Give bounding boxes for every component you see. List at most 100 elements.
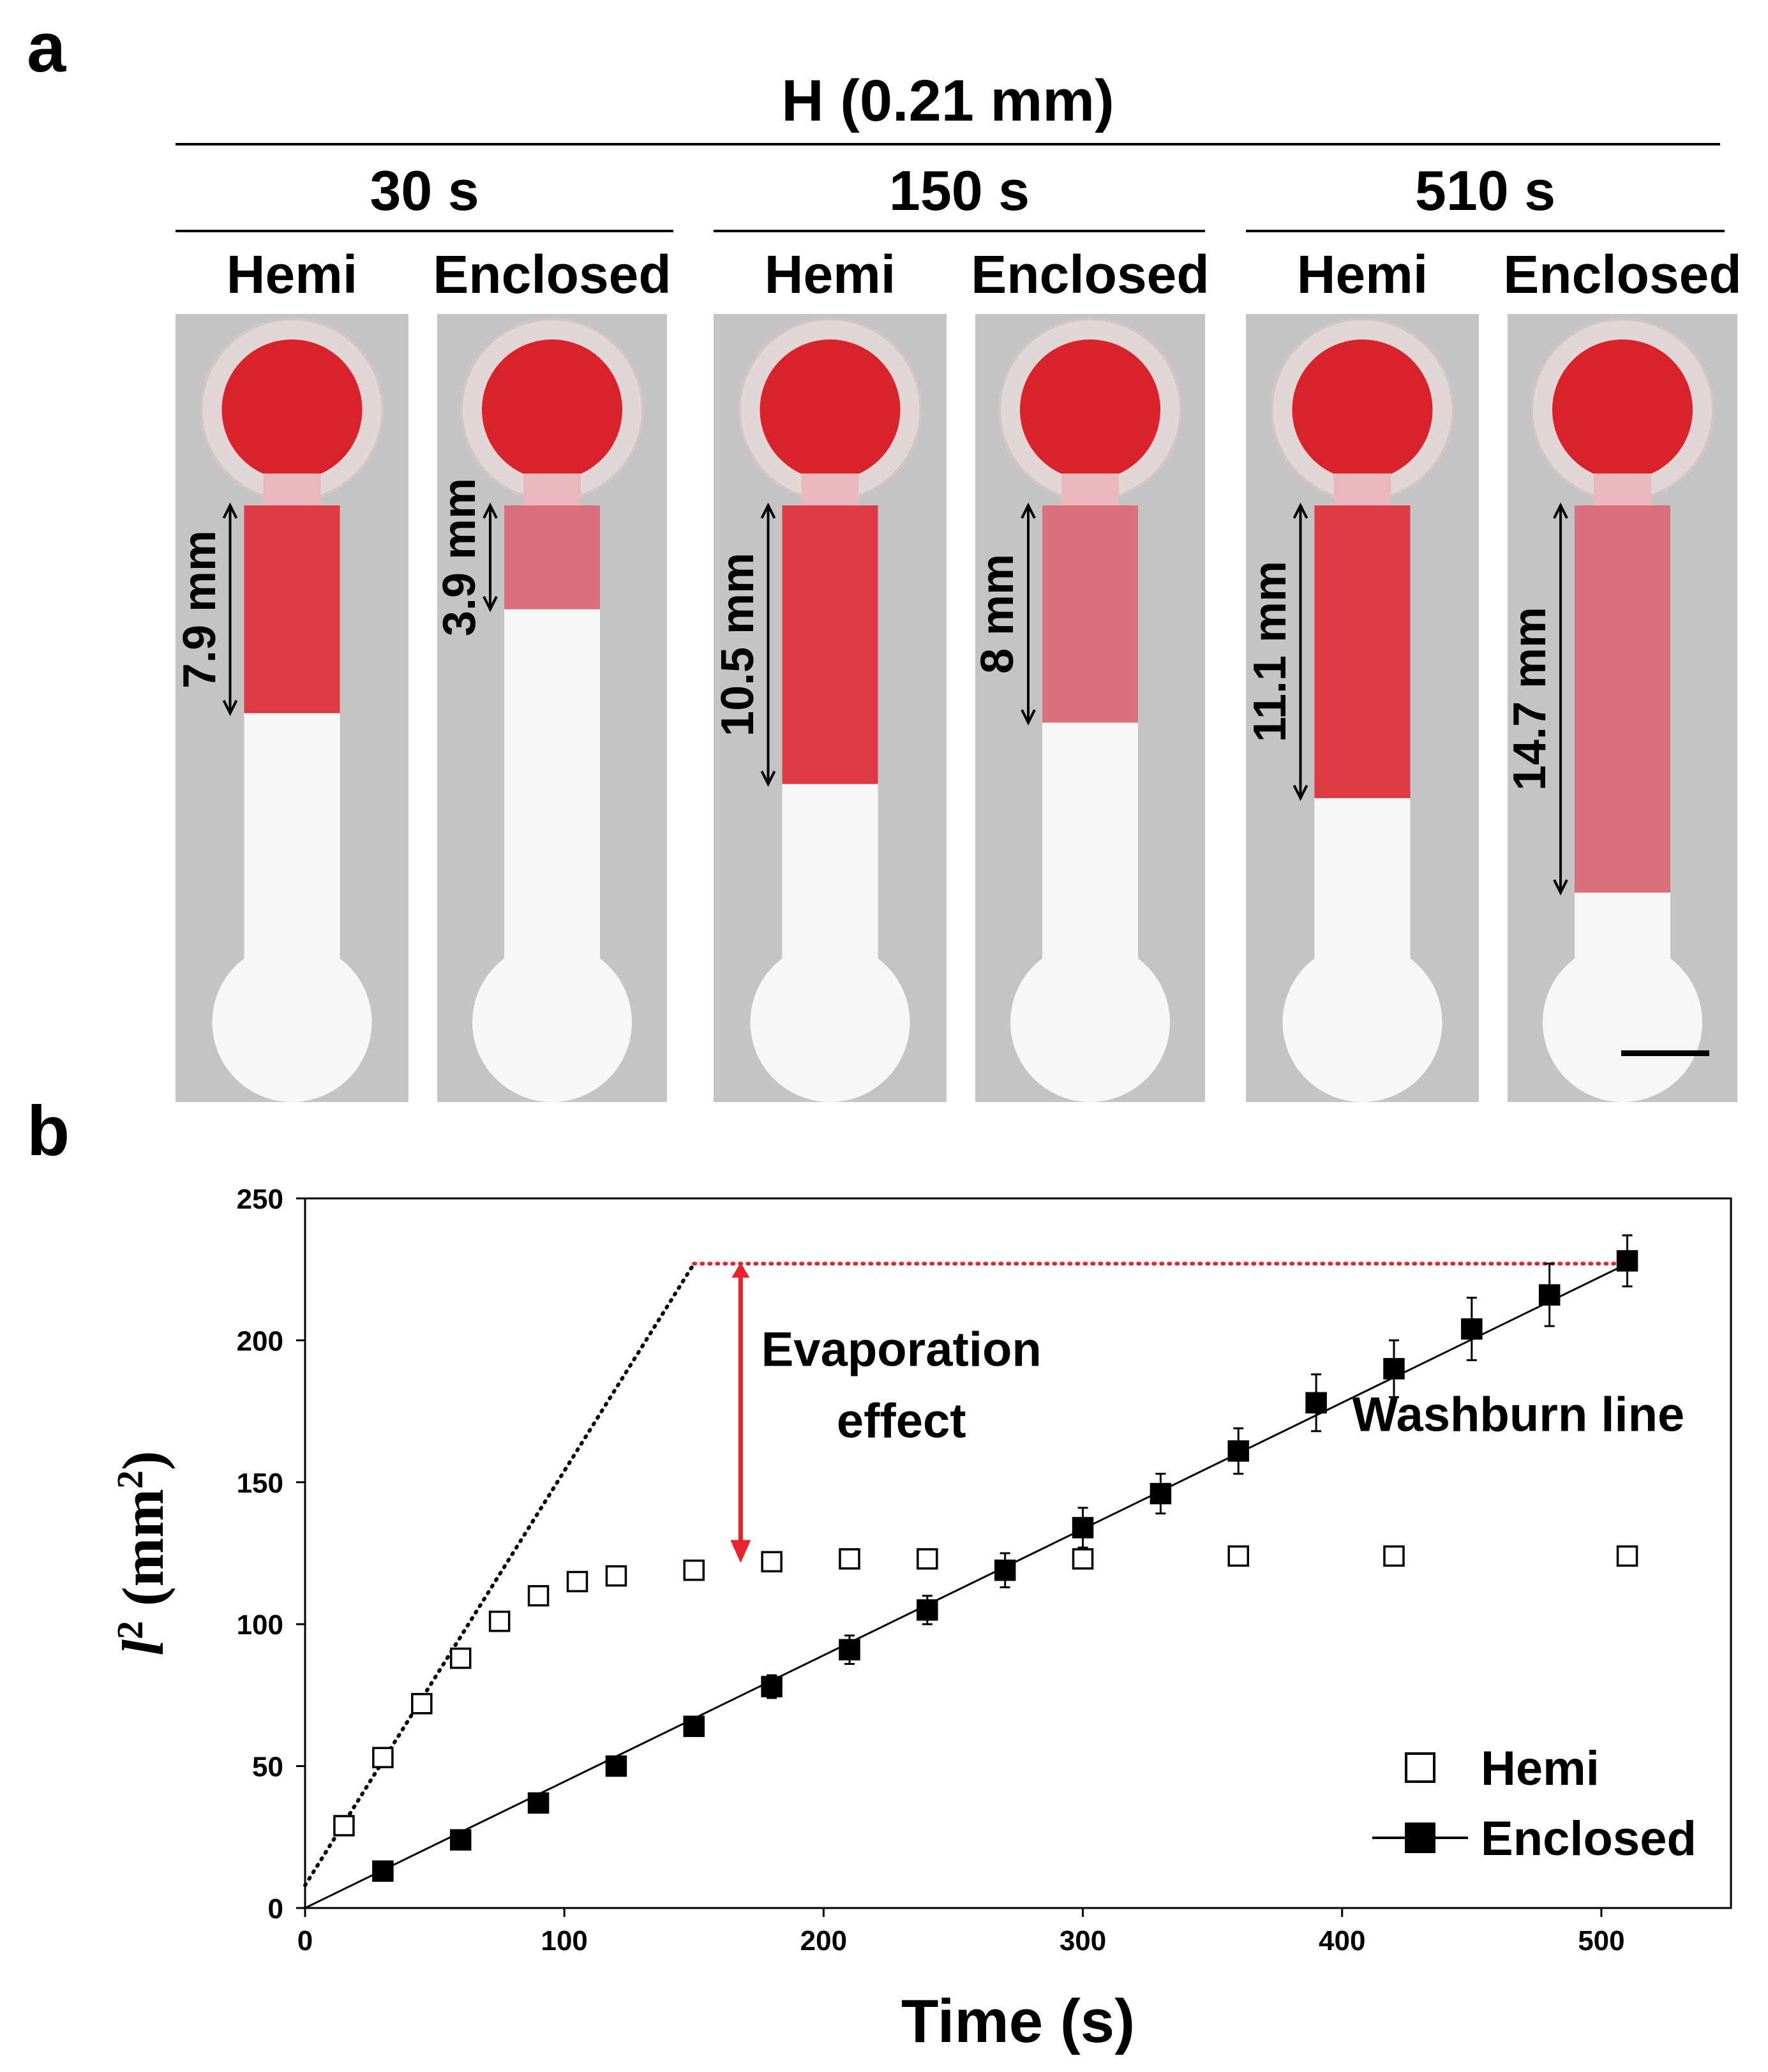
y-tick-label: 100 [237, 1609, 283, 1641]
wicking-front [1042, 505, 1138, 723]
absorbent-pad [1282, 943, 1442, 1102]
hemi-point [1383, 1545, 1405, 1567]
hemi-point [1616, 1545, 1638, 1567]
hemi-point [683, 1559, 705, 1581]
y-label-variable: l [110, 1639, 176, 1656]
hemi-point [1072, 1548, 1094, 1570]
hemi-point [917, 1548, 938, 1570]
length-measure: 3.9 mm [434, 478, 485, 637]
hemi-point [411, 1692, 433, 1715]
enclosed-point [1461, 1318, 1483, 1340]
hemi-point [761, 1551, 783, 1573]
reservoir-neck [523, 473, 581, 509]
enclosed-point [372, 1860, 394, 1882]
hemi-point [527, 1584, 550, 1607]
absorbent-pad [212, 943, 372, 1102]
y-label-unit-close: ) [110, 1450, 176, 1470]
time-label: 30 s [370, 159, 479, 222]
measure-arrow-bottom [483, 595, 498, 613]
measure-arrow-bottom [1021, 709, 1036, 726]
chart: 0 100 200 300 400 500 0 50 100 150 200 250 Time (s) l… [109, 1184, 1732, 2055]
enclosed-point [994, 1559, 1016, 1581]
y-tick-label: 0 [268, 1893, 283, 1925]
time-label: 150 s [888, 159, 1030, 222]
enclosed-point [683, 1715, 705, 1738]
wicking-front [1314, 505, 1411, 798]
evaporation-arrow-head-top [731, 1262, 750, 1278]
y-tick-label: 150 [237, 1468, 283, 1499]
time-rule [1246, 230, 1725, 232]
hemi-point [839, 1548, 860, 1570]
hemi-point [566, 1570, 588, 1593]
reservoir-liquid [1020, 339, 1160, 480]
y-tick-label: 200 [237, 1325, 283, 1357]
enclosed-point [1227, 1440, 1250, 1462]
enclosed-point [527, 1792, 550, 1814]
hemi-point [372, 1747, 394, 1769]
absorbent-pad [1010, 943, 1170, 1102]
strip-label: Hemi [764, 244, 896, 304]
y-label-unit: (mm [110, 1489, 176, 1621]
measure-arrow-top [1292, 502, 1308, 519]
length-measure: 14.7 mm [1504, 607, 1555, 791]
plot-frame [304, 1197, 1732, 1909]
hemi-point [333, 1815, 355, 1837]
panel-a-label: a [27, 8, 66, 87]
enclosed-point [1383, 1358, 1405, 1380]
x-tick-label: 0 [297, 1925, 313, 1956]
reservoir-liquid [1552, 339, 1693, 480]
wicking-front [782, 505, 878, 784]
measure-arrow-top [222, 502, 238, 519]
strip-label: Hemi [1296, 244, 1428, 304]
reservoir-neck [1061, 473, 1119, 509]
y-tick-label: 50 [252, 1752, 283, 1783]
annotation-washburn: Washburn line [1352, 1388, 1685, 1442]
strip-label: Enclosed [433, 244, 671, 304]
measure-arrow-top [1021, 502, 1036, 519]
time-label: 510 s [1414, 159, 1556, 222]
legend-label-0: Hemi [1481, 1741, 1599, 1796]
y-label-unit-exponent: 2 [109, 1470, 151, 1489]
channel-strip [1508, 314, 1737, 1102]
enclosed-point [605, 1755, 627, 1777]
x-axis-label: Time (s) [901, 1987, 1135, 2055]
header-rule [176, 143, 1720, 145]
x-tick-label: 400 [1319, 1925, 1365, 1956]
reservoir-neck [263, 473, 321, 509]
reservoir-liquid [1292, 339, 1433, 480]
y-tick-label: 250 [237, 1184, 283, 1215]
channel-strip [975, 314, 1205, 1102]
enclosed-point [761, 1676, 783, 1697]
channel-strip [437, 314, 667, 1102]
time-rule [176, 230, 673, 232]
channel-strip [176, 314, 408, 1102]
x-tick-label: 200 [800, 1925, 847, 1956]
x-tick-label: 100 [541, 1925, 587, 1956]
annotation-evaporation: effect [837, 1394, 966, 1448]
absorbent-pad [1543, 943, 1702, 1102]
enclosed-point [1150, 1482, 1172, 1505]
length-measure: 7.9 mm [174, 530, 225, 689]
reference-line-enclosed-fit [304, 1262, 1628, 1909]
enclosed-point [839, 1639, 860, 1660]
strip-label: Hemi [226, 244, 358, 304]
measure-arrow-top [1553, 502, 1568, 519]
length-measure: 11.1 mm [1244, 561, 1296, 743]
reservoir-liquid [760, 339, 901, 480]
annotation-evaporation: Evaporation [761, 1322, 1042, 1376]
reservoir-liquid [221, 339, 363, 480]
legend-marker [1405, 1822, 1435, 1853]
legend-marker [1405, 1752, 1435, 1783]
x-tick-label: 300 [1060, 1925, 1106, 1956]
channel-strip [714, 314, 947, 1102]
absorbent-pad [750, 943, 910, 1102]
reservoir-neck [801, 473, 859, 509]
enclosed-point [1616, 1250, 1638, 1272]
wicking-front [504, 505, 600, 609]
enclosed-point [1305, 1392, 1327, 1414]
length-measure: 8 mm [972, 554, 1023, 675]
measure-arrow-bottom [1292, 784, 1308, 801]
hemi-point [605, 1565, 627, 1587]
wicking-front [244, 505, 340, 713]
